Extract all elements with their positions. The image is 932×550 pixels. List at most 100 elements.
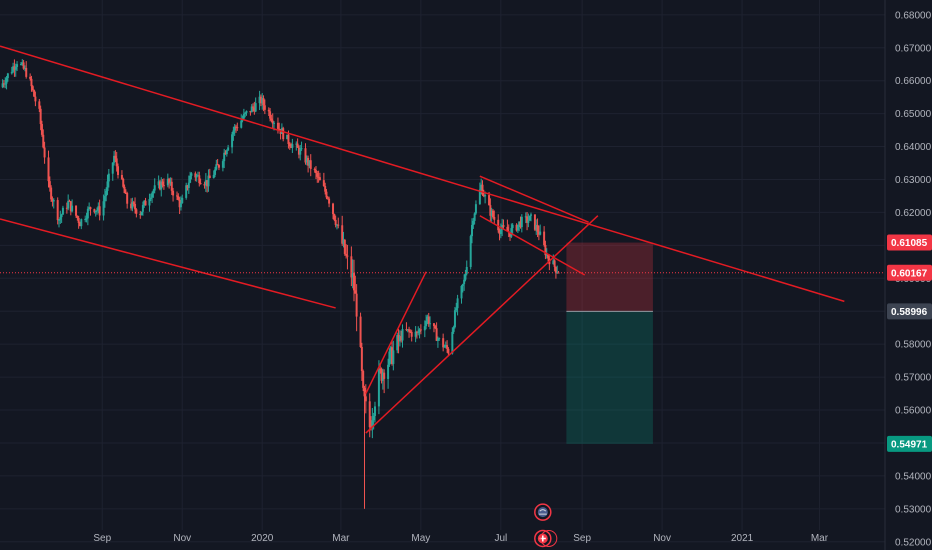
candle-body	[212, 174, 215, 179]
trendline[interactable]	[365, 271, 427, 394]
candle-body	[383, 372, 386, 379]
price-tick-label: 0.58000	[895, 340, 932, 351]
candle-body	[231, 134, 234, 148]
candle-body	[149, 197, 152, 200]
price-tick-label: 0.64000	[895, 142, 932, 153]
candle-body	[456, 298, 459, 309]
globe-icon-fill	[537, 507, 548, 518]
candle-body	[254, 103, 257, 112]
candle-body	[463, 279, 466, 285]
candle-body	[322, 180, 325, 187]
take-profit-zone[interactable]	[566, 311, 653, 444]
candle-body	[509, 232, 512, 237]
candle-body	[68, 200, 71, 202]
candle-body	[497, 219, 500, 231]
candle-body	[400, 336, 403, 341]
candle-body	[326, 197, 329, 199]
candle-body	[23, 67, 26, 69]
candle-body	[318, 177, 321, 181]
price-tick-label: 0.54000	[895, 471, 932, 482]
candle-body	[342, 239, 345, 244]
candle-body	[368, 401, 371, 428]
trendline[interactable]	[479, 215, 586, 276]
candle-body	[52, 200, 55, 202]
candle-body	[335, 224, 338, 226]
trendline[interactable]	[479, 175, 589, 223]
trendlines-layer[interactable]	[0, 45, 885, 434]
candle-body	[43, 147, 46, 158]
price-tick-label: 0.56000	[895, 406, 932, 417]
candle-body	[269, 111, 272, 119]
candle-body	[33, 90, 36, 97]
candle-body	[34, 96, 37, 102]
candle-body	[117, 166, 119, 175]
position-zones-layer[interactable]	[566, 242, 653, 444]
candle-body	[208, 175, 211, 179]
candle-body	[480, 184, 483, 190]
candle-body	[19, 64, 22, 66]
candle-body	[261, 98, 264, 104]
candle-body	[198, 175, 201, 184]
candle-body	[170, 181, 173, 191]
candle-body	[122, 178, 125, 187]
candle-body	[443, 346, 446, 348]
candle-body	[325, 191, 328, 198]
candle-body	[93, 209, 96, 213]
candle-body	[96, 210, 99, 212]
candle-body	[380, 369, 383, 381]
trendline[interactable]	[0, 45, 845, 303]
candle-body	[304, 148, 307, 163]
candle-body	[144, 200, 147, 206]
candle-body	[153, 185, 156, 191]
candle-body	[78, 222, 81, 227]
candle-body	[172, 190, 175, 196]
candle-body	[132, 202, 135, 205]
candle-body	[482, 194, 485, 197]
time-axis[interactable]: Sep Nov 2020 Mar May Jul Sep Nov 2021 Mar	[93, 533, 828, 544]
candle-body	[535, 224, 538, 230]
candle-body	[135, 209, 138, 214]
candle-body	[162, 185, 165, 187]
price-tick-label: 0.52000	[895, 537, 932, 548]
stop-loss-zone[interactable]	[566, 242, 653, 312]
candle-body	[185, 185, 188, 198]
price-axis[interactable]: 0.68000 0.67000 0.66000 0.65000 0.64000 0.630…	[884, 0, 932, 550]
candle-body	[527, 220, 530, 223]
candle-body	[520, 216, 523, 228]
candle-body	[511, 224, 514, 229]
trendline[interactable]	[365, 215, 599, 434]
candle-body	[389, 347, 392, 352]
candle-body	[415, 331, 418, 333]
candle-body	[547, 254, 550, 259]
candle-body	[341, 225, 344, 244]
candle-body	[493, 216, 496, 220]
events-layer[interactable]	[534, 503, 558, 548]
candle-body	[478, 189, 481, 205]
candle-body	[451, 331, 454, 354]
candle-body	[131, 202, 134, 209]
candle-body	[157, 181, 160, 186]
candle-body	[273, 122, 276, 124]
candle-body	[152, 190, 155, 194]
candles-layer	[1, 59, 560, 509]
candle-body	[444, 345, 447, 347]
candle-body	[300, 148, 303, 150]
candle-body	[42, 134, 45, 148]
candle-body	[543, 231, 546, 245]
candle-body	[446, 345, 449, 349]
candle-body	[187, 182, 190, 188]
candle-body	[364, 396, 367, 402]
candle-body	[392, 350, 395, 364]
candle-body	[258, 96, 261, 104]
candle-body	[58, 219, 60, 221]
candle-body	[286, 134, 289, 140]
candle-body	[2, 83, 5, 85]
candle-body	[85, 218, 88, 220]
trendline[interactable]	[0, 218, 336, 309]
candle-body	[103, 196, 106, 202]
candle-body	[434, 326, 437, 329]
candle-body	[409, 331, 412, 333]
candle-body	[12, 66, 15, 72]
